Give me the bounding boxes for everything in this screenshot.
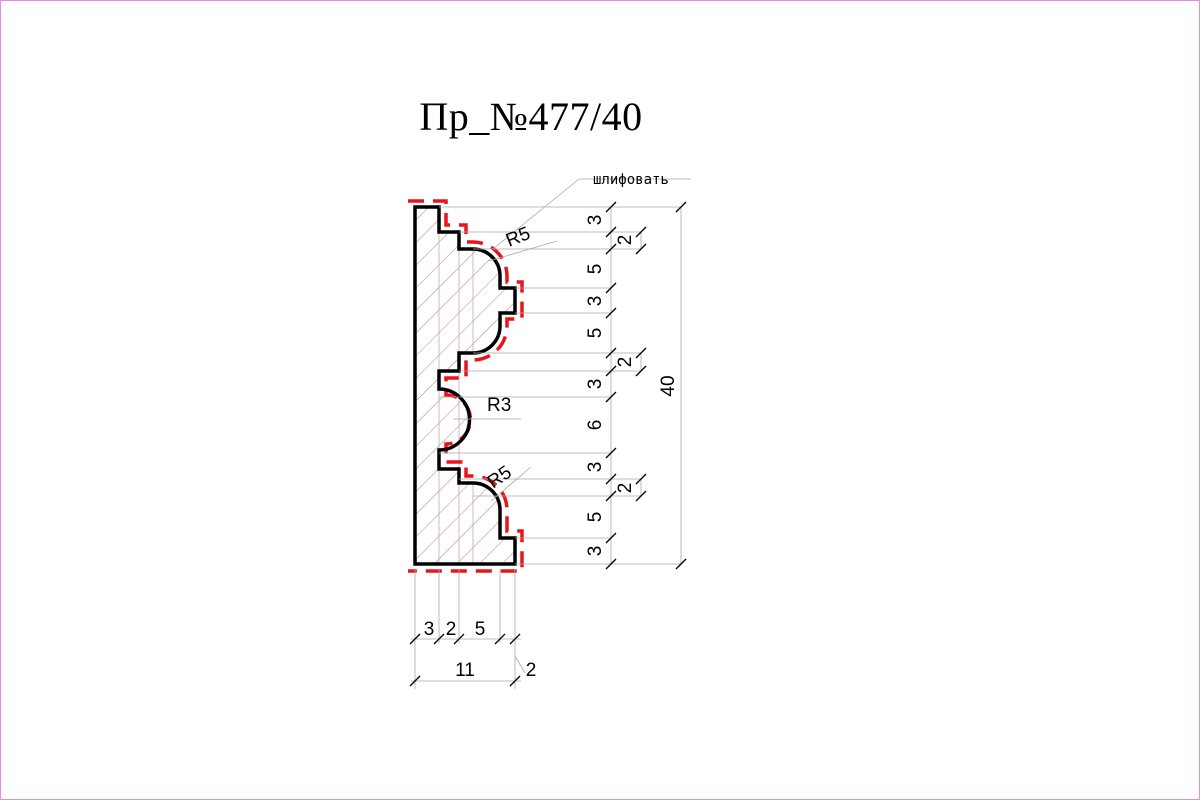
sanding-note: шлифовать [593, 172, 669, 188]
dim-height-3: 3 [585, 296, 606, 307]
dim-width-2: 2 [446, 619, 457, 640]
profile-hatching [415, 207, 515, 564]
height-dimensions: 3 5 3 5 3 6 3 5 3 2 2 2 40 [585, 215, 679, 557]
dim-height-9: 3 [585, 546, 606, 557]
dim-step-2: 2 [615, 357, 636, 368]
extension-lines-right [439, 206, 682, 565]
dim-height-7: 3 [585, 462, 606, 473]
dim-height-6: 6 [585, 420, 606, 431]
profile-outline [413, 205, 517, 566]
dim-height-2: 5 [585, 264, 606, 275]
dim-total-height: 40 [658, 375, 679, 396]
radius-label-top: R5 [503, 223, 533, 252]
dimension-ticks-bottom [409, 633, 521, 687]
dim-height-4: 5 [585, 328, 606, 339]
dim-width-1: 3 [424, 619, 435, 640]
note-leader [453, 178, 691, 502]
dim-offset-width: 2 [526, 660, 537, 681]
dim-height-1: 3 [585, 215, 606, 226]
dimension-ticks-right [605, 201, 687, 570]
profile-title: Пр_№477/40 [419, 94, 643, 139]
dim-height-8: 5 [585, 512, 606, 523]
dim-step-1: 2 [615, 235, 636, 246]
dim-total-width: 11 [455, 660, 475, 681]
dim-height-5: 3 [585, 379, 606, 390]
dim-width-3: 5 [475, 619, 486, 640]
radius-label-middle: R3 [487, 395, 511, 416]
sanding-outline [408, 199, 524, 573]
dim-step-3: 2 [615, 483, 636, 494]
width-dimensions: 3 2 5 11 2 [424, 619, 537, 681]
extension-lines-bottom [411, 569, 526, 689]
